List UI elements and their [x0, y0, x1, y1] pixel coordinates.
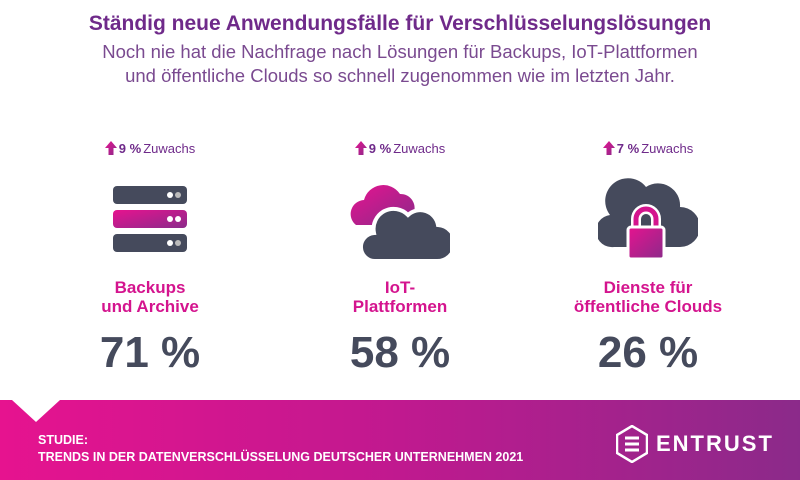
- growth-indicator: 9 % Zuwachs: [280, 138, 520, 158]
- notch-decoration: [12, 400, 60, 422]
- growth-indicator: 9 % Zuwachs: [30, 138, 270, 158]
- stat-value: 58 %: [349, 328, 451, 377]
- arrow-up-icon: [354, 141, 367, 155]
- entrust-hexagon-icon: [616, 425, 648, 463]
- subtitle-line: Noch nie hat die Nachfrage nach Lösungen…: [102, 41, 698, 62]
- growth-indicator: 7 % Zuwachs: [528, 138, 768, 158]
- arrow-up-icon: [602, 141, 615, 155]
- growth-label: Zuwachs: [641, 140, 694, 156]
- growth-value: 7 %: [616, 140, 640, 156]
- study-caption-line: STUDIE:: [38, 433, 88, 447]
- study-caption: STUDIE: TRENDS IN DER DATENVERSCHLÜSSELUN…: [38, 432, 523, 466]
- growth-label: Zuwachs: [393, 140, 446, 156]
- stat-label-line: Dienste für: [603, 278, 693, 297]
- stat-label-line: IoT-: [384, 278, 416, 297]
- stat-label-line: öffentliche Clouds: [573, 297, 723, 316]
- stat-label-line: und Archive: [101, 297, 199, 316]
- stat-public-clouds: 7 % Zuwachs Dienste für öffentliche Cloud…: [528, 138, 768, 378]
- growth-value: 9 %: [368, 140, 392, 156]
- growth-label: Zuwachs: [143, 140, 196, 156]
- logo-text: ENTRUST: [656, 431, 774, 456]
- growth-value: 9 %: [118, 140, 142, 156]
- cloud-lock-icon: [598, 178, 698, 261]
- subtitle: Noch nie hat die Nachfrage nach Lösungen…: [0, 40, 800, 88]
- stat-iot: 9 % Zuwachs IoT- Plattformen 58 %: [280, 138, 520, 378]
- server-stack-icon: [113, 186, 187, 252]
- entrust-logo: ENTRUST: [616, 425, 774, 463]
- stat-label: IoT- Plattformen: [280, 278, 520, 318]
- subtitle-line: und öffentliche Clouds so schnell zugeno…: [125, 65, 675, 86]
- stat-label-line: Plattformen: [352, 297, 448, 316]
- study-caption-line: TRENDS IN DER DATENVERSCHLÜSSELUNG DEUTS…: [38, 450, 524, 464]
- arrow-up-icon: [104, 141, 117, 155]
- footer-band: [0, 400, 800, 480]
- stat-value: 26 %: [597, 328, 699, 377]
- stat-label: Backups und Archive: [30, 278, 270, 318]
- page-title: Ständig neue Anwendungsfälle für Verschl…: [88, 12, 712, 35]
- stat-value: 71 %: [99, 328, 201, 377]
- stat-label-line: Backups: [114, 278, 186, 297]
- stat-backups: 9 % Zuwachs Backups und Archive 71 %: [30, 138, 270, 378]
- stat-label: Dienste für öffentliche Clouds: [528, 278, 768, 318]
- clouds-icon: [350, 185, 450, 261]
